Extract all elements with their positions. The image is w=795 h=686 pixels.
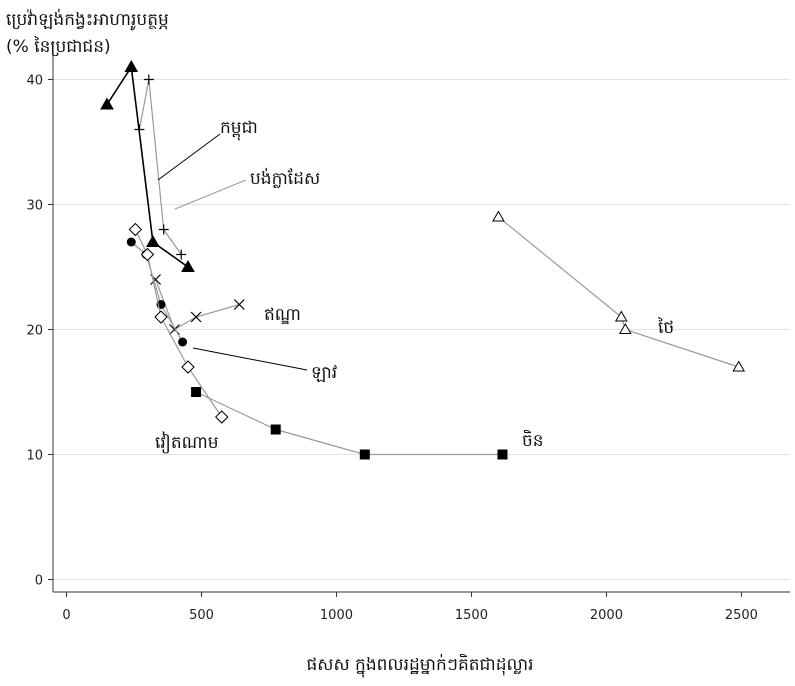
data-point-square-filled (497, 449, 508, 460)
annotation-label: បង់ក្លាដែស (250, 167, 320, 189)
data-point-plus (134, 124, 145, 135)
data-point-diamond-open (154, 310, 168, 324)
data-point-square-filled (270, 424, 281, 435)
y-tick-label: 10 (26, 449, 43, 464)
data-point-triangle-filled (124, 59, 139, 72)
annotation-leader (192, 347, 308, 371)
x-tick-label: 2000 (590, 608, 623, 623)
data-point-x (233, 299, 245, 310)
annotation-label: ចិន (522, 429, 544, 451)
series-0 (100, 59, 195, 272)
y-tick-label: 30 (26, 199, 43, 214)
data-point-triangle-filled (146, 234, 160, 247)
x-tick-label: 500 (189, 608, 214, 623)
series-line (106, 64, 189, 268)
data-point-circle-filled (178, 337, 188, 347)
data-point-diamond-open (140, 247, 155, 262)
data-point-plus (176, 249, 187, 260)
annotations: កម្ពុជាបង់ក្លាដែសឥណ្ឌាឡាវវៀតណាម ចិន ថៃ (155, 118, 674, 454)
series-6 (492, 210, 746, 372)
data-point-triangle-open (618, 323, 632, 334)
data-point-diamond-open (181, 360, 195, 374)
grid (53, 79, 790, 580)
x-tick-label: 1000 (320, 608, 353, 623)
annotation-label: វៀតណាម (155, 431, 219, 454)
annotation-leader (174, 179, 247, 210)
annotation-leader (157, 133, 221, 181)
series-1 (134, 74, 187, 260)
data-point-triangle-filled (181, 259, 195, 272)
ticks: 0 10 20 30 40 0 500 1000 1500 2000 2500 (26, 74, 758, 624)
data-point-plus (158, 224, 169, 235)
series (100, 59, 746, 460)
y-tick-label: 40 (26, 74, 43, 89)
data-point-diamond-open (128, 222, 143, 237)
series-line (195, 391, 503, 456)
y-tick-label: 0 (35, 574, 43, 589)
chart-title: ប្រេវ៉ាឡង់កង្វះអាហារូបត្ថម្ភ (6, 8, 169, 31)
series-3 (126, 237, 188, 347)
series-4 (128, 222, 229, 424)
data-point-diamond-open (215, 410, 229, 424)
series-line (138, 79, 182, 255)
data-point-square-filled (191, 387, 202, 397)
x-axis-label: ផសស ក្នុងពលរដ្ឋម្នាក់ៗគិតជាដុល្លារ (306, 653, 533, 678)
series-line (155, 279, 240, 331)
data-point-x (190, 311, 202, 323)
annotation-label: ឥណ្ឌា (264, 305, 301, 325)
y-tick-label: 20 (26, 324, 43, 339)
data-point-circle-filled (126, 237, 136, 247)
data-point-square-filled (359, 449, 370, 460)
annotation-label: ឡាវ (311, 363, 337, 383)
x-tick-label: 1500 (455, 608, 488, 623)
annotation-label: ថៃ (657, 316, 674, 338)
x-tick-label: 0 (62, 608, 70, 623)
data-point-triangle-open (732, 360, 746, 372)
x-tick-label: 2500 (725, 608, 758, 623)
series-line (130, 241, 184, 343)
data-point-triangle-filled (100, 97, 114, 110)
data-point-triangle-open (614, 310, 628, 322)
annotation-label: កម្ពុជា (220, 118, 258, 141)
series-line (498, 216, 739, 368)
series-5 (191, 387, 508, 460)
axes (52, 42, 790, 593)
data-point-plus (143, 74, 154, 85)
data-point-triangle-open (492, 210, 505, 222)
chart-subtitle: (% នៃប្រជាជន) (6, 35, 111, 57)
